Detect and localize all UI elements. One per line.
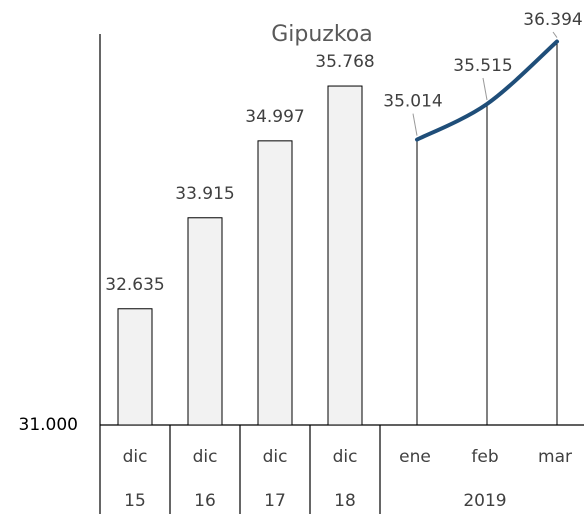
- line: [415, 39, 559, 142]
- x-tick-label: dic: [263, 447, 288, 467]
- y-tick-label: 31.000: [19, 415, 78, 435]
- x-tick-label: dic: [123, 447, 148, 467]
- leader-line: [482, 77, 488, 101]
- x-tick-label: mar: [538, 447, 572, 467]
- chart-title: Gipuzkoa: [271, 22, 373, 47]
- leader-line: [552, 31, 558, 38]
- x-tick-label: dic: [193, 447, 218, 467]
- bar: [187, 217, 223, 426]
- data-label: 32.635: [105, 275, 164, 295]
- x-tick-label: feb: [471, 447, 498, 467]
- leader-line: [412, 113, 418, 136]
- data-label: 33.915: [175, 184, 234, 204]
- x-tick-label: ene: [399, 447, 431, 467]
- x-tick-label: dic: [333, 447, 358, 467]
- x-group-label: 17: [264, 491, 286, 511]
- bar: [257, 140, 293, 426]
- bar: [327, 85, 363, 426]
- data-label: 35.515: [453, 56, 512, 76]
- data-label: 34.997: [245, 107, 304, 127]
- x-group-label: 2019: [463, 491, 506, 511]
- data-label: 36.394: [523, 10, 582, 30]
- bar: [117, 308, 153, 426]
- data-label: 35.014: [383, 92, 442, 112]
- data-label: 35.768: [315, 52, 374, 72]
- x-group-label: 15: [124, 491, 146, 511]
- x-group-label: 18: [334, 491, 356, 511]
- x-group-label: 16: [194, 491, 216, 511]
